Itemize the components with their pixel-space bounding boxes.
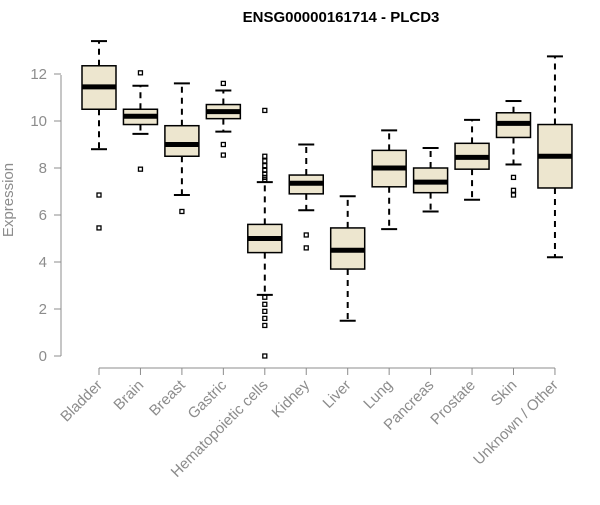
- box-liver: [329, 195, 366, 322]
- y-tick-label: 12: [30, 66, 47, 83]
- x-tick-label: Breast: [146, 376, 189, 419]
- box-brain: [122, 70, 159, 172]
- chart-title: ENSG00000161714 - PLCD3: [243, 9, 440, 26]
- outlier-point: [262, 153, 268, 159]
- x-tick-label: Skin: [488, 377, 521, 410]
- outlier-point: [137, 70, 144, 76]
- box-skin: [495, 100, 532, 198]
- box-iqr: [164, 124, 200, 157]
- y-tick-label: 4: [39, 254, 47, 271]
- box-pancreas: [412, 147, 449, 213]
- outlier-point: [262, 177, 268, 183]
- y-axis-label: Expression: [0, 163, 17, 237]
- y-tick-label: 10: [30, 113, 47, 130]
- outlier-point: [262, 294, 268, 300]
- x-tick-label: Prostate: [427, 377, 479, 429]
- outlier-point: [220, 80, 227, 87]
- box-breast: [164, 82, 200, 215]
- outlier-point: [262, 315, 268, 322]
- box-unknown-other: [537, 55, 573, 259]
- box-lung: [371, 129, 407, 231]
- outlier-point: [510, 187, 517, 193]
- outlier-point: [96, 192, 102, 198]
- outlier-point: [262, 353, 268, 359]
- x-tick-label: Brain: [110, 377, 147, 414]
- box-bladder: [81, 40, 117, 231]
- outlier-point: [220, 152, 227, 158]
- outlier-point: [137, 166, 144, 172]
- box-kidney: [288, 143, 324, 251]
- x-tick-label: Bladder: [57, 377, 106, 426]
- outlier-point: [262, 107, 268, 114]
- outlier-point: [303, 232, 309, 238]
- box-prostate: [454, 118, 490, 201]
- outlier-point: [262, 162, 268, 169]
- boxes: [81, 40, 573, 359]
- y-tick-label: 0: [39, 348, 47, 365]
- box-gastric: [205, 80, 242, 158]
- box-hematopoietic-cells: [247, 107, 283, 359]
- outlier-point: [262, 158, 268, 164]
- outlier-point: [262, 301, 268, 307]
- x-tick-label: Kidney: [269, 376, 314, 421]
- y-tick-label: 2: [39, 301, 47, 318]
- y-tick-label: 6: [39, 207, 47, 224]
- outlier-point: [262, 308, 268, 315]
- outlier-point: [179, 208, 185, 215]
- y-tick-label: 8: [39, 160, 47, 177]
- outlier-point: [96, 225, 102, 231]
- outlier-point: [510, 192, 517, 198]
- outlier-point: [262, 322, 268, 329]
- x-tick-label: Liver: [320, 377, 355, 412]
- outlier-point: [510, 174, 517, 181]
- outlier-point: [303, 245, 309, 251]
- outlier-point: [220, 141, 227, 148]
- y-axis: 0 2 4 6 8 10 12: [30, 66, 62, 365]
- x-tick-label: Lung: [360, 377, 396, 413]
